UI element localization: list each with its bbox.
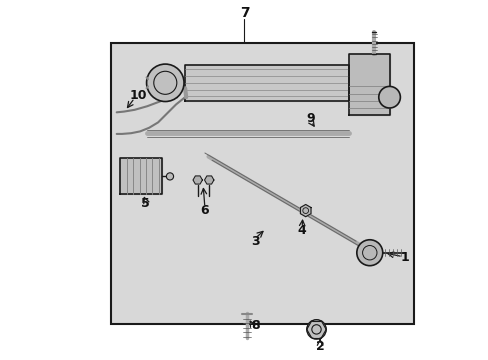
Text: 4: 4 bbox=[297, 224, 306, 237]
Text: 10: 10 bbox=[129, 89, 147, 102]
Polygon shape bbox=[120, 158, 162, 194]
Polygon shape bbox=[193, 176, 202, 184]
Text: 3: 3 bbox=[250, 235, 259, 248]
Polygon shape bbox=[348, 54, 389, 115]
Text: 6: 6 bbox=[200, 204, 209, 217]
Polygon shape bbox=[185, 65, 348, 101]
Circle shape bbox=[356, 240, 382, 266]
Text: 9: 9 bbox=[306, 112, 315, 125]
Text: 8: 8 bbox=[250, 319, 259, 332]
Text: 1: 1 bbox=[400, 251, 408, 264]
Circle shape bbox=[146, 64, 183, 102]
Circle shape bbox=[378, 86, 400, 108]
Text: 5: 5 bbox=[141, 197, 149, 210]
Text: 7: 7 bbox=[239, 6, 249, 19]
Circle shape bbox=[166, 173, 173, 180]
Polygon shape bbox=[204, 176, 213, 184]
Polygon shape bbox=[300, 204, 310, 217]
Text: 2: 2 bbox=[315, 340, 324, 353]
Circle shape bbox=[306, 320, 325, 339]
Bar bbox=[111, 43, 413, 324]
Text: 11: 11 bbox=[162, 80, 179, 93]
